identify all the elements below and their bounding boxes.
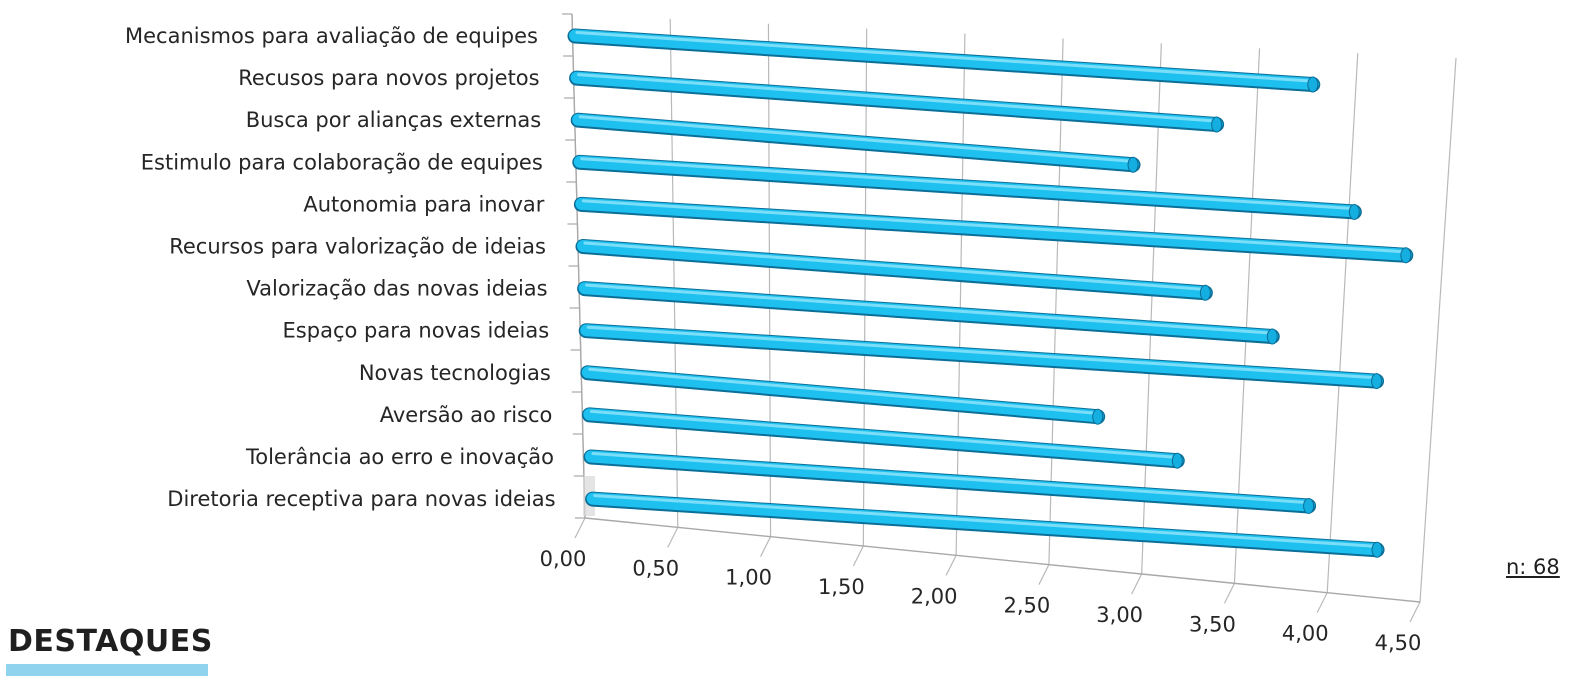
gridline [1419,57,1457,603]
gridline [1141,43,1162,575]
x-tick-label: 4,50 [1375,631,1422,655]
category-label: Recursos para valorização de ideias [169,235,546,259]
category-label: Espaço para novas ideias [283,319,550,343]
bar [578,323,1385,390]
bar [581,407,1185,469]
bar [572,154,1362,220]
category-labels: Mecanismos para avaliação de equipes Recu… [125,24,556,511]
category-label: Diretoria receptiva para novas ideias [167,487,555,511]
gridline [669,18,679,528]
x-tick-label: 3,00 [1096,603,1143,627]
bar [575,239,1213,301]
x-tick-label: 2,00 [911,584,958,608]
x-axis-tick [1223,583,1235,604]
x-axis-tick [1038,564,1050,585]
x-axis-tick [945,555,957,576]
axes [562,13,1421,603]
x-axis-tick [667,527,679,548]
bar [585,491,1385,558]
bars [567,28,1414,558]
gridline [1048,38,1064,565]
bar [577,281,1280,345]
x-axis-tick [1409,601,1421,623]
x-tick-label: 1,00 [725,566,772,590]
category-label: Novas tecnologias [359,361,551,385]
category-label: Aversão ao risco [380,403,553,427]
sample-size-note: n: 68 [1506,555,1560,579]
gridline [1326,53,1359,593]
category-label: Valorização das novas ideias [246,277,547,301]
bar [580,365,1106,425]
x-axis-tick [1131,573,1143,595]
gridlines [571,13,1457,623]
category-label: Mecanismos para avaliação de equipes [125,24,538,48]
x-axis-tick [760,536,772,557]
x-tick-label: 3,50 [1189,612,1236,636]
bar [570,112,1141,173]
x-axis-tick [574,517,586,539]
x-axis-line [584,517,1421,603]
x-tick-label: 0,50 [632,556,679,580]
x-axis-tick [1316,592,1328,613]
gridline [767,23,772,537]
bar [583,449,1317,514]
section-title: DESTAQUES [8,624,213,659]
bar [573,196,1414,264]
x-axis-tick [852,545,864,567]
category-label: Tolerância ao erro e inovação [245,445,554,469]
bar [567,28,1321,93]
bar [569,70,1225,133]
x-tick-label: 0,00 [540,547,587,571]
x-tick-labels: 0,00 0,50 1,00 1,50 2,00 2,50 3,00 3,50 4,00 4,50 [540,547,1422,655]
gridline [955,33,966,556]
category-label: Busca por alianças externas [246,108,542,132]
section-title-underline [6,664,208,676]
x-tick-label: 2,50 [1004,594,1051,618]
gridline [862,28,868,547]
category-label: Autonomia para inovar [303,192,544,216]
category-label: Recusos para novos projetos [238,66,539,90]
x-tick-label: 1,50 [818,575,865,599]
category-label: Estimulo para colaboração de equipes [141,150,543,174]
x-tick-label: 4,00 [1282,622,1329,646]
